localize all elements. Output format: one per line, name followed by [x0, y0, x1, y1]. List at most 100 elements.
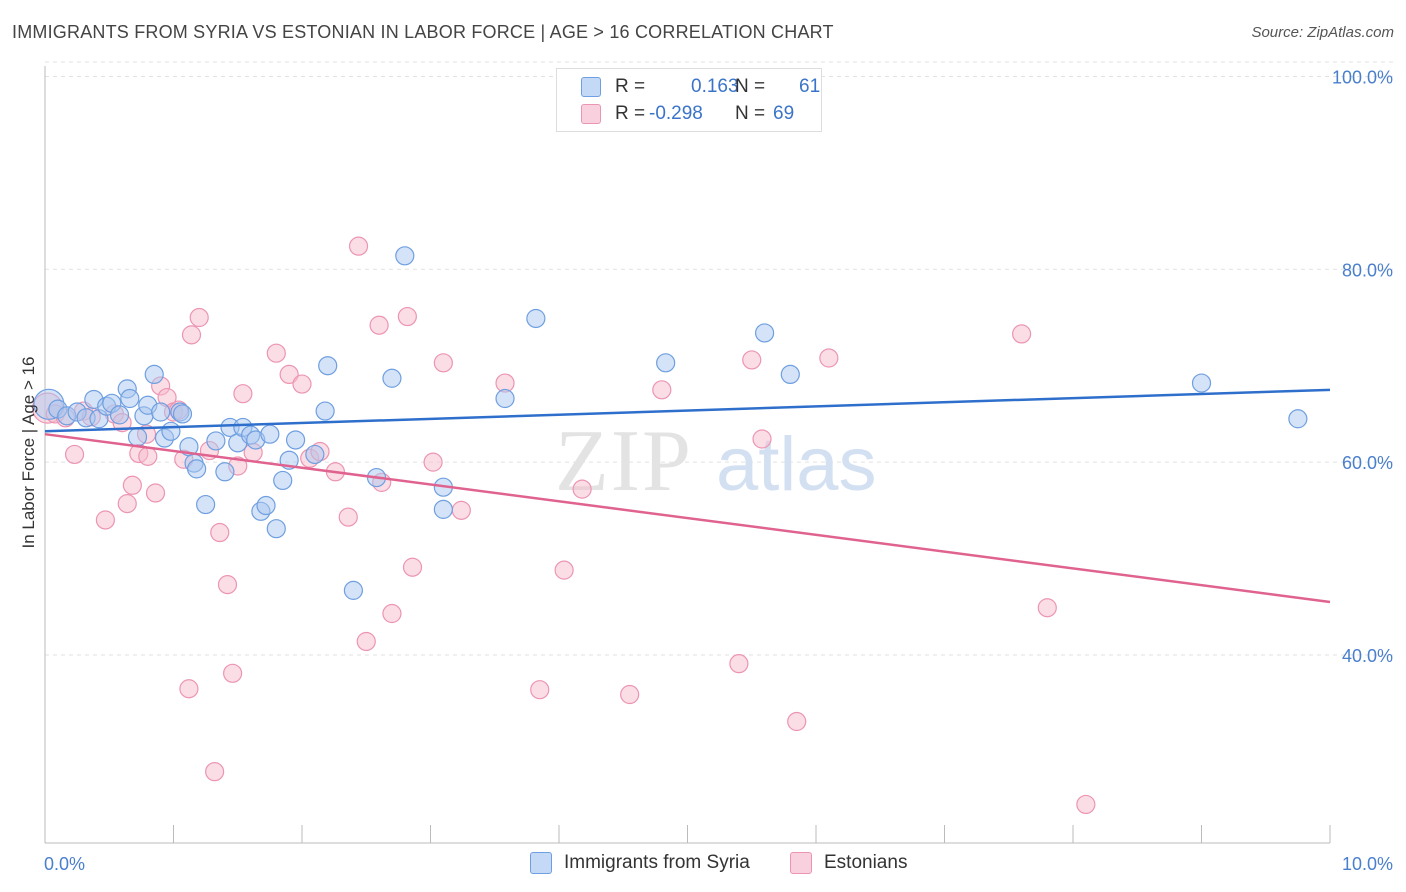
syria-point [127, 427, 148, 447]
estonians-point [729, 654, 749, 674]
r-label: R = [615, 103, 646, 124]
correlation-legend: R = 0.163 N = 61 R = -0.298 N = 69 [556, 68, 822, 132]
estonians-point [181, 325, 202, 345]
estonians-point [402, 557, 423, 577]
syria-point [266, 519, 286, 539]
estonians-trend-line [44, 432, 1331, 604]
estonians-point [530, 680, 550, 700]
syria-point [754, 323, 775, 343]
syria-points [33, 246, 1308, 600]
syria-point [161, 421, 181, 441]
syria-point [273, 470, 293, 491]
syria-swatch [581, 77, 601, 97]
syria-legend-swatch [530, 852, 552, 874]
n-value-estonians: 69 [773, 103, 795, 124]
syria-point [215, 462, 235, 482]
r-value-estonians: -0.298 [649, 103, 703, 124]
estonians-point [1011, 324, 1032, 344]
syria-point [1288, 409, 1308, 429]
r-label: R = [615, 76, 646, 97]
estonians-point [652, 380, 672, 400]
syria-point [109, 405, 130, 425]
syria-point [495, 388, 515, 409]
estonians-legend-label: Estonians [824, 852, 908, 873]
watermark: ZIP atlas [555, 413, 877, 510]
estonians-point [122, 475, 142, 495]
r-value-syria: 0.163 [691, 76, 739, 97]
estonians-point [223, 663, 243, 683]
estonians-point [819, 348, 839, 368]
tick-labels: 100.0% 80.0% 60.0% 40.0% 0.0% 10.0% In Labor F… [19, 67, 1393, 874]
estonians-point [742, 350, 762, 370]
n-value-syria: 61 [799, 76, 821, 97]
syria-point [256, 495, 276, 516]
syria-legend-label: Immigrants from Syria [564, 852, 750, 873]
estonians-point [233, 384, 253, 404]
estonians-point [292, 374, 312, 394]
estonians-point [217, 574, 238, 595]
estonians-point [1076, 794, 1096, 815]
source-label: Source: ZipAtlas.com [1251, 24, 1394, 41]
estonians-swatch [581, 104, 601, 124]
syria-point [343, 580, 363, 600]
estonians-point [279, 364, 299, 384]
estonians-point [205, 762, 225, 782]
syria-point [318, 356, 338, 376]
syria-point [206, 431, 226, 451]
estonians-point [397, 306, 417, 327]
y-tick-label: 60.0% [1342, 453, 1393, 473]
trend-lines [44, 388, 1331, 604]
x-tick-label: 0.0% [44, 854, 85, 874]
estonians-point [356, 631, 376, 652]
estonians-point [433, 353, 453, 373]
syria-point [1191, 373, 1212, 393]
estonians-point [64, 444, 85, 465]
estonians-point [451, 500, 471, 520]
syria-point [187, 459, 207, 479]
watermark-atlas: atlas [716, 422, 877, 507]
syria-point [315, 401, 335, 421]
estonians-point [752, 429, 772, 449]
syria-point [433, 499, 453, 519]
y-tick-label: 40.0% [1342, 646, 1393, 666]
estonians-point [138, 446, 158, 466]
estonians-point [266, 343, 286, 363]
estonians-point [369, 315, 389, 335]
estonians-point [348, 236, 369, 256]
estonians-point [95, 510, 115, 530]
syria-trend-line [44, 388, 1331, 433]
bottom-legend-syria: Immigrants from Syria [530, 852, 750, 874]
syria-point [120, 388, 140, 409]
estonians-point [1037, 598, 1057, 618]
y-tick-label: 80.0% [1342, 260, 1393, 280]
syria-point [526, 308, 546, 329]
estonians-point [423, 452, 443, 472]
estonians-legend-swatch [790, 852, 812, 874]
estonians-point [338, 507, 358, 527]
syria-point [285, 430, 306, 450]
estonians-point [787, 711, 807, 732]
y-tick-label: 100.0% [1332, 67, 1393, 87]
estonians-point [554, 560, 574, 580]
estonians-point [179, 679, 199, 699]
syria-point [305, 444, 325, 465]
n-label: N = [735, 103, 766, 124]
estonians-point [210, 522, 230, 543]
x-tick-label: 10.0% [1342, 854, 1393, 874]
syria-point [382, 368, 402, 388]
syria-point [144, 364, 164, 384]
estonians-points [31, 236, 1096, 815]
estonians-point [382, 603, 402, 624]
syria-point [656, 353, 676, 373]
bottom-legend-estonians: Estonians [790, 852, 907, 874]
estonians-point [145, 483, 166, 503]
y-axis-title: In Labor Force | Age > 16 [19, 356, 38, 548]
syria-point [260, 424, 280, 444]
chart-title: IMMIGRANTS FROM SYRIA VS ESTONIAN IN LAB… [12, 22, 834, 42]
syria-point [196, 494, 216, 515]
syria-point [151, 402, 171, 422]
estonians-point [189, 307, 209, 328]
estonians-point [117, 494, 137, 514]
estonians-point [620, 684, 640, 705]
